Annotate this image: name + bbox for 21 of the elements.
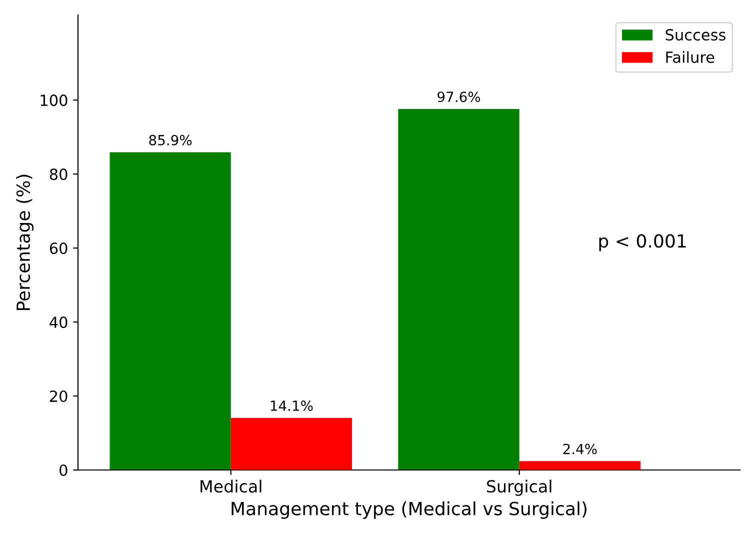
x-tick-label: Surgical [486, 480, 552, 496]
y-tick-label: 80 [50, 168, 68, 180]
annotation: p < 0.001 [599, 234, 686, 252]
legend-label: Failure [666, 51, 714, 63]
y-axis-title: Percentage (%) [16, 174, 34, 310]
x-tick-label: Medical [200, 480, 262, 493]
data-label: 2.4% [563, 444, 597, 454]
bar [398, 108, 520, 470]
bar [519, 461, 640, 470]
bar [230, 418, 352, 470]
bar [110, 152, 231, 470]
data-label: 14.1% [270, 400, 313, 411]
data-label: 85.9% [149, 134, 192, 146]
x-axis-title: Management type (Medical vs Surgical) [232, 501, 586, 519]
y-tick-label: 0 [60, 464, 68, 476]
y-tick-label: 20 [50, 390, 68, 402]
y-tick-label: 60 [50, 242, 68, 254]
y-tick-label: 100 [40, 94, 68, 106]
y-tick-label: 40 [50, 316, 68, 328]
data-label: 97.6% [438, 92, 480, 102]
legend-label: Success [666, 29, 726, 41]
